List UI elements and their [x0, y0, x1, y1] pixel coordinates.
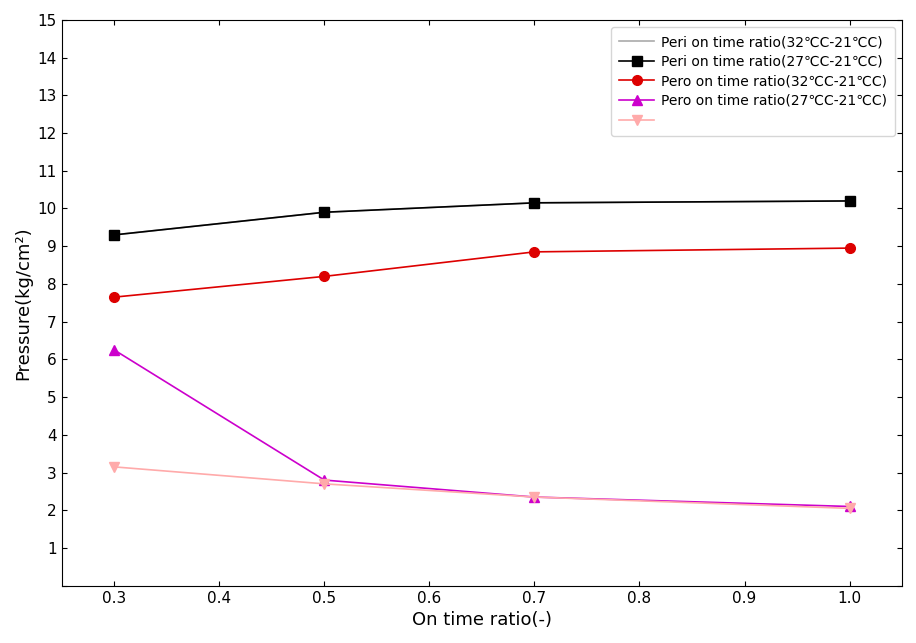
X-axis label: On time ratio(-): On time ratio(-) [412, 611, 552, 629]
Legend: Peri on time ratio(32℃C-21℃C), Peri on time ratio(27℃C-21℃C), Pero on time ratio: Peri on time ratio(32℃C-21℃C), Peri on t… [611, 27, 895, 136]
Y-axis label: Pressure(kg/cm²): Pressure(kg/cm²) [14, 226, 32, 379]
